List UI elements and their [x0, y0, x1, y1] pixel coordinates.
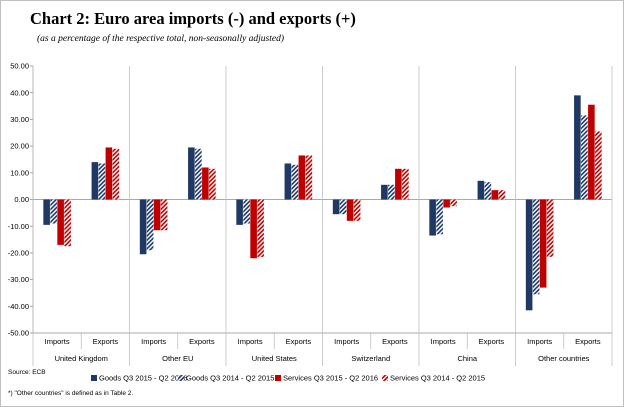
- bar-1-12: [574, 95, 581, 200]
- chart-subtitle: (as a percentage of the respective total…: [37, 34, 285, 44]
- bars: [43, 95, 602, 311]
- bar-1-6: [284, 163, 292, 200]
- bar-2-10: [484, 182, 492, 200]
- bar-3-12: [588, 104, 595, 200]
- subcategory-label: Imports: [45, 337, 70, 346]
- bar-1-4: [188, 147, 195, 200]
- group-label: Other countries: [538, 354, 590, 363]
- bar-4-12: [595, 131, 602, 200]
- subcategory-label: Exports: [93, 337, 119, 346]
- y-tick-label: 10.00: [10, 168, 29, 177]
- legend-swatch: [382, 375, 388, 381]
- y-tick-label: -50.00: [8, 329, 29, 338]
- bar-4-6: [305, 155, 313, 200]
- bar-3-3: [153, 199, 161, 231]
- group-label: United Kingdom: [55, 354, 108, 363]
- bar-2-1: [50, 199, 57, 224]
- bar-1-1: [43, 199, 50, 225]
- legend-label: Services Q3 2014 - Q2 2015: [390, 374, 485, 383]
- bar-2-5: [243, 199, 250, 224]
- bar-2-6: [291, 164, 299, 200]
- footnote: *) "Other countries" is defined as in Ta…: [8, 390, 134, 397]
- group-label: Other EU: [162, 354, 193, 363]
- bar-2-3: [146, 199, 154, 251]
- bar-1-11: [525, 199, 533, 311]
- bar-3-2: [105, 147, 113, 200]
- bar-2-7: [339, 199, 347, 215]
- bar-3-10: [491, 190, 499, 200]
- y-tick-label: -20.00: [8, 249, 29, 258]
- axes: 50.00 40.00 30.00 20.00 10.00 0.00 -10.00 -20.0…: [8, 62, 613, 366]
- group-label: Switzerland: [351, 354, 390, 363]
- legend-label: Services Q3 2015 - Q2 2016: [283, 374, 378, 383]
- bar-2-2: [98, 163, 106, 200]
- bar-3-5: [250, 199, 257, 259]
- y-tick-label: -40.00: [8, 302, 29, 311]
- y-tick-label: 30.00: [10, 115, 29, 124]
- bar-3-11: [539, 199, 547, 288]
- bar-4-5: [257, 199, 264, 257]
- subcategory-label: Exports: [479, 337, 505, 346]
- bar-3-9: [443, 199, 450, 208]
- bar-3-8: [395, 168, 402, 200]
- bar-1-2: [91, 162, 99, 200]
- bar-2-9: [436, 199, 443, 235]
- bar-2-8: [388, 184, 395, 200]
- bar-3-6: [298, 155, 306, 200]
- legend-swatch: [275, 375, 281, 381]
- legend-label: Goods Q3 2014 - Q2 2015: [186, 374, 274, 383]
- bar-1-5: [236, 199, 243, 225]
- bar-4-2: [112, 148, 120, 200]
- y-tick-label: 40.00: [10, 88, 29, 97]
- y-tick-label: 50.00: [10, 62, 29, 71]
- subcategory-label: Exports: [382, 337, 408, 346]
- bar-3-1: [57, 199, 64, 245]
- subcategory-label: Imports: [141, 337, 166, 346]
- y-tick-label: -30.00: [8, 275, 29, 284]
- bar-1-7: [332, 199, 340, 215]
- subcategory-label: Exports: [575, 337, 601, 346]
- bar-2-12: [581, 115, 588, 200]
- bar-4-1: [64, 199, 71, 247]
- legend-swatch: [178, 375, 184, 381]
- subcategory-label: Imports: [527, 337, 552, 346]
- y-tick-label: 0.00: [14, 195, 29, 204]
- bar-4-4: [209, 168, 216, 200]
- legend-swatch: [91, 375, 97, 381]
- subcategory-label: Imports: [334, 337, 359, 346]
- subcategory-label: Imports: [431, 337, 456, 346]
- y-tick-label: -10.00: [8, 222, 29, 231]
- bar-1-10: [477, 180, 485, 200]
- group-label: United States: [252, 354, 297, 363]
- category-labels: Imports Exports Imports Exports Imports Expor…: [45, 337, 601, 363]
- bar-2-4: [195, 148, 202, 200]
- bar-1-8: [381, 184, 388, 200]
- bar-1-9: [429, 199, 436, 236]
- bar-4-10: [498, 190, 506, 200]
- bar-4-3: [160, 199, 168, 231]
- bar-1-3: [139, 199, 147, 255]
- subcategory-label: Imports: [238, 337, 263, 346]
- bar-4-7: [353, 199, 361, 221]
- bar-4-11: [546, 199, 554, 257]
- bar-4-9: [450, 199, 457, 207]
- group-label: China: [457, 354, 477, 363]
- y-tick-label: 20.00: [10, 142, 29, 151]
- bar-4-8: [402, 168, 409, 200]
- legend-label: Goods Q3 2015 - Q2 2016: [99, 374, 187, 383]
- source-note: Source: ECB: [8, 369, 46, 376]
- bar-3-7: [346, 199, 354, 221]
- subcategory-label: Exports: [189, 337, 215, 346]
- bar-2-11: [532, 199, 540, 295]
- subcategory-label: Exports: [286, 337, 312, 346]
- bar-3-4: [202, 167, 209, 200]
- chart-title: Chart 2: Euro area imports (-) and expor…: [30, 9, 356, 28]
